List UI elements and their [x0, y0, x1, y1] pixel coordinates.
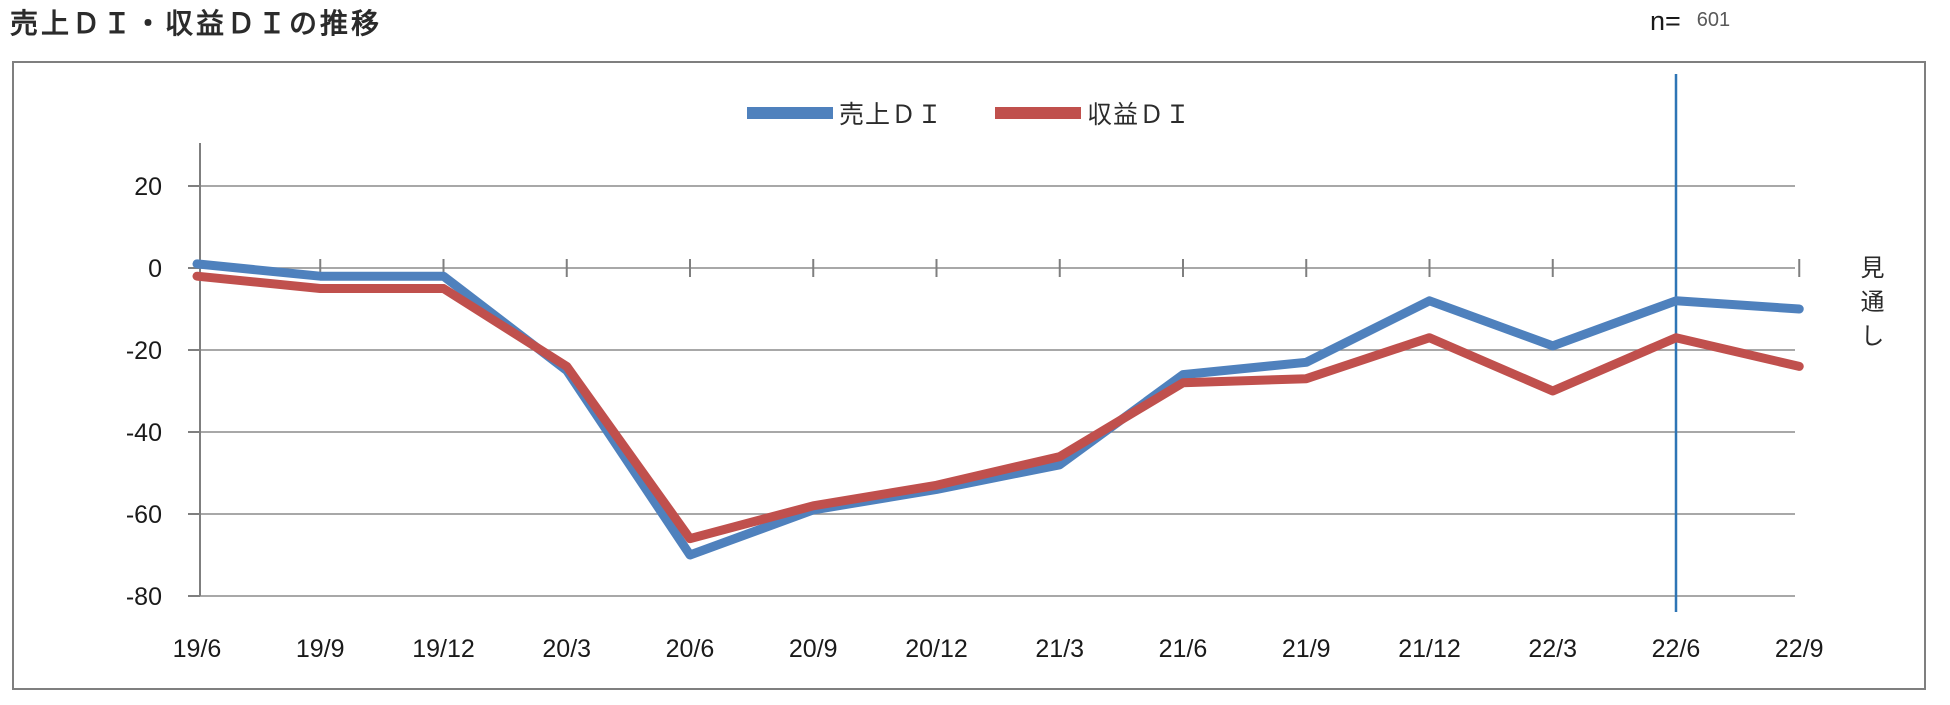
- profit-di-line-swatch: [995, 107, 1081, 119]
- sample-size-value: 601: [1696, 9, 1731, 31]
- forecast-label: 見通し: [1856, 255, 1883, 357]
- sales-di-line-swatch: [746, 107, 833, 119]
- legend: 売上ＤＩ 収益ＤＩ: [14, 95, 1924, 131]
- sample-size: n= 601: [1650, 6, 1730, 37]
- sample-size-label: n=: [1650, 6, 1681, 36]
- legend-item-sales-di: 売上ＤＩ: [746, 95, 943, 131]
- legend-item-profit-di: 収益ＤＩ: [995, 95, 1191, 131]
- sales-di-legend-label: 売上ＤＩ: [838, 101, 943, 129]
- page-title: 売上ＤＩ・収益ＤＩの推移: [10, 8, 383, 39]
- profit-di-legend-label: 収益ＤＩ: [1087, 101, 1192, 129]
- chart-frame: 売上ＤＩ 収益ＤＩ 見通し: [12, 61, 1926, 690]
